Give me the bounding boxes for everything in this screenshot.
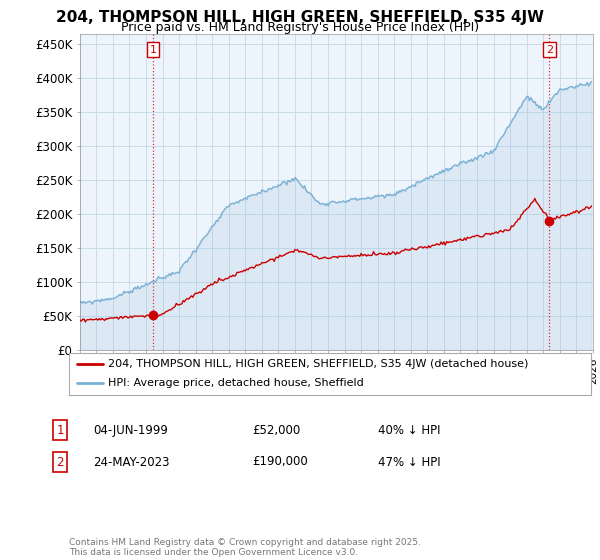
Text: 2: 2: [56, 455, 64, 469]
Text: £52,000: £52,000: [252, 423, 300, 437]
Text: 40% ↓ HPI: 40% ↓ HPI: [378, 423, 440, 437]
Text: 204, THOMPSON HILL, HIGH GREEN, SHEFFIELD, S35 4JW: 204, THOMPSON HILL, HIGH GREEN, SHEFFIEL…: [56, 10, 544, 25]
Text: 2: 2: [546, 45, 553, 55]
Text: 204, THOMPSON HILL, HIGH GREEN, SHEFFIELD, S35 4JW (detached house): 204, THOMPSON HILL, HIGH GREEN, SHEFFIEL…: [108, 359, 529, 369]
Text: 1: 1: [56, 423, 64, 437]
Text: Contains HM Land Registry data © Crown copyright and database right 2025.
This d: Contains HM Land Registry data © Crown c…: [69, 538, 421, 557]
Text: 47% ↓ HPI: 47% ↓ HPI: [378, 455, 440, 469]
Text: 04-JUN-1999: 04-JUN-1999: [93, 423, 168, 437]
Text: Price paid vs. HM Land Registry's House Price Index (HPI): Price paid vs. HM Land Registry's House …: [121, 21, 479, 34]
Text: £190,000: £190,000: [252, 455, 308, 469]
Text: 24-MAY-2023: 24-MAY-2023: [93, 455, 170, 469]
Text: 1: 1: [149, 45, 157, 55]
Text: HPI: Average price, detached house, Sheffield: HPI: Average price, detached house, Shef…: [108, 379, 364, 389]
